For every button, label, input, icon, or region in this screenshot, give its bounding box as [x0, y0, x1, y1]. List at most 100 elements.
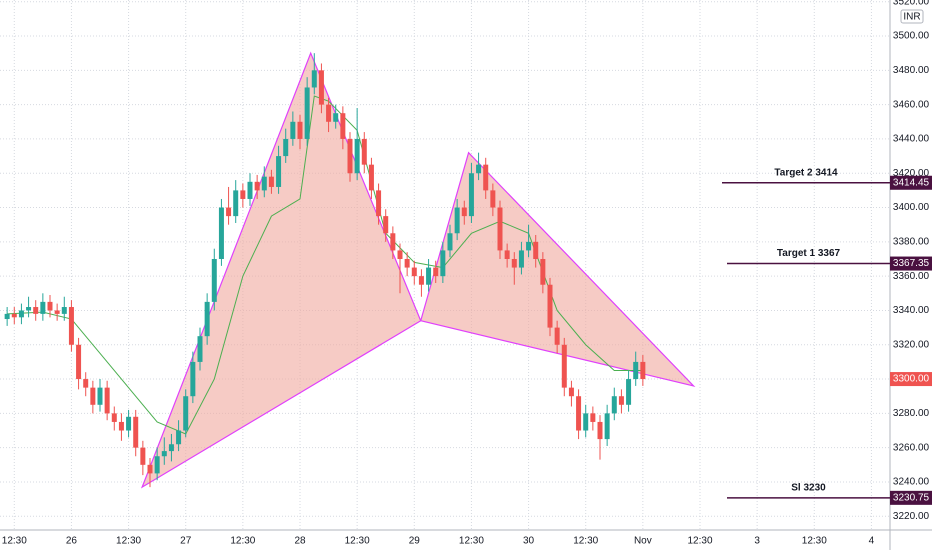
- candle-body: [490, 190, 496, 208]
- candle-body: [211, 258, 217, 302]
- x-tick-label: 12:30: [459, 536, 484, 547]
- candle-body: [583, 413, 589, 431]
- candle-body: [511, 258, 517, 268]
- x-tick-label: 27: [180, 536, 192, 547]
- last-price-tag: [890, 372, 932, 387]
- y-tick-label: 3500.00: [893, 31, 930, 42]
- candle-body: [168, 444, 174, 452]
- candle-body: [76, 344, 82, 380]
- candle-body: [383, 216, 389, 234]
- candle-body: [268, 176, 274, 187]
- candle-body: [104, 387, 110, 414]
- candle-body: [183, 396, 189, 431]
- candle-body: [397, 250, 403, 259]
- candle-body: [290, 121, 296, 139]
- x-tick-label: 12:30: [116, 536, 141, 547]
- y-tick-label: 3440.00: [893, 134, 930, 145]
- candle-body: [90, 387, 96, 405]
- candle-body: [526, 241, 532, 251]
- candle-body: [40, 301, 46, 314]
- candle-body: [390, 233, 396, 251]
- candle-body: [418, 276, 424, 285]
- candle-body: [540, 258, 546, 285]
- x-tick-label: 29: [409, 536, 421, 547]
- x-tick-label: 12:30: [230, 536, 255, 547]
- candle-body: [68, 307, 74, 345]
- price-tag: [890, 256, 932, 271]
- candle-body: [247, 181, 253, 199]
- y-tick-label: 3340.00: [893, 305, 930, 316]
- candle-body: [461, 207, 467, 217]
- x-tick-label: 3: [754, 536, 760, 547]
- y-tick-label: 3400.00: [893, 202, 930, 213]
- candle-body: [297, 121, 303, 139]
- candle-body: [561, 344, 567, 388]
- candle-body: [126, 416, 132, 431]
- price-tag-label: 3367.35: [893, 258, 930, 269]
- candle-body: [4, 313, 10, 320]
- x-tick-label: 30: [523, 536, 535, 547]
- candle-body: [497, 207, 503, 251]
- candle-body: [597, 421, 603, 440]
- candle-body: [611, 396, 617, 414]
- x-tick-label: 28: [294, 536, 306, 547]
- x-tick-label: 12:30: [2, 536, 27, 547]
- candle-body: [426, 267, 432, 285]
- candle-body: [440, 250, 446, 277]
- candle-body: [504, 250, 510, 259]
- y-tick-label: 3260.00: [893, 442, 930, 453]
- candle-body: [468, 173, 474, 217]
- y-tick-label: 3320.00: [893, 339, 930, 350]
- candle-body: [111, 413, 117, 422]
- y-tick-label: 3480.00: [893, 65, 930, 76]
- price-tag-label: 3230.75: [893, 492, 930, 503]
- level-label: Target 1 3367: [777, 248, 841, 259]
- candle-body: [197, 336, 203, 362]
- candle-body: [311, 70, 317, 88]
- y-tick-label: 3380.00: [893, 236, 930, 247]
- candle-body: [626, 379, 632, 405]
- candle-body: [26, 307, 32, 311]
- candle-body: [11, 313, 17, 318]
- candle-body: [283, 138, 289, 157]
- candle-body: [147, 464, 153, 474]
- candle-body: [233, 190, 239, 217]
- candle-body: [97, 387, 103, 405]
- level-label: Target 2 3414: [774, 167, 838, 178]
- candle-body: [404, 258, 410, 268]
- candle-body: [318, 70, 324, 105]
- candle-body: [140, 447, 146, 465]
- candle-body: [604, 413, 610, 440]
- candle-body: [347, 138, 353, 174]
- y-tick-label: 3240.00: [893, 477, 930, 488]
- candle-body: [304, 87, 310, 139]
- candle-body: [204, 301, 210, 337]
- x-tick-label: 12:30: [573, 536, 598, 547]
- candle-body: [161, 451, 167, 457]
- candle-body: [218, 207, 224, 259]
- candle-body: [433, 267, 439, 277]
- candle-body: [547, 284, 553, 328]
- candle-body: [61, 307, 67, 314]
- candle-body: [590, 413, 596, 422]
- candle-body: [176, 430, 182, 445]
- candle-body: [640, 361, 646, 380]
- x-tick-label: 12:30: [345, 536, 370, 547]
- candle-body: [354, 138, 360, 174]
- candle-body: [47, 301, 53, 311]
- y-tick-label: 3520.00: [893, 0, 930, 7]
- candle-body: [533, 241, 539, 259]
- candle-body: [133, 416, 139, 448]
- price-tag: [890, 175, 932, 190]
- candle-body: [476, 164, 482, 174]
- candle-body: [368, 164, 374, 191]
- candle-body: [240, 190, 246, 199]
- y-tick-label: 3420.00: [893, 168, 930, 179]
- y-tick-label: 3220.00: [893, 511, 930, 522]
- candle-body: [154, 456, 160, 474]
- candle-body: [447, 233, 453, 251]
- candle-body: [83, 379, 89, 388]
- candle-body: [254, 181, 260, 191]
- candle-body: [226, 207, 232, 217]
